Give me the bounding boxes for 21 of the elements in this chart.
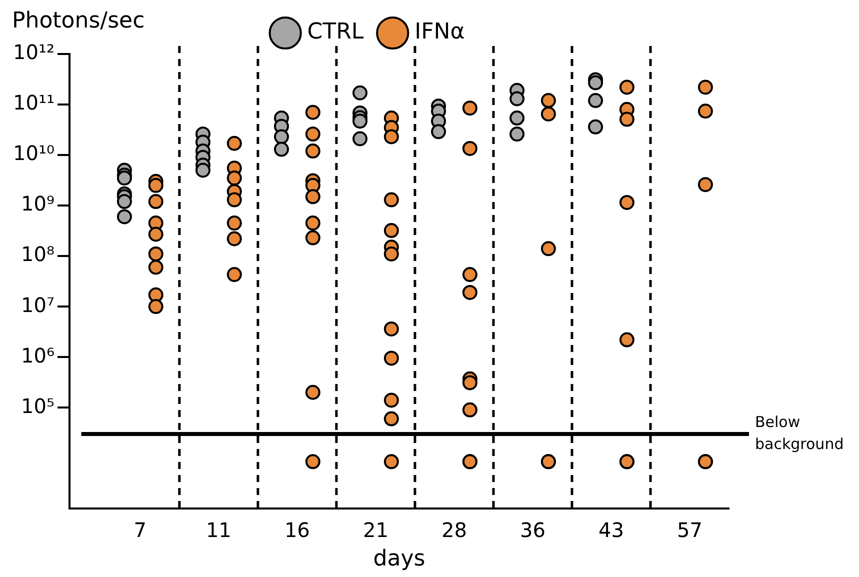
y-tick-label: 10⁸ [21, 242, 54, 266]
x-tick-label: 28 [441, 518, 467, 542]
x-axis-title: days [373, 546, 426, 572]
legend-label: IFNα [414, 20, 465, 45]
x-tick-label: 11 [206, 518, 232, 542]
x-tick-label: 7 [134, 518, 147, 542]
y-tick-label: 10¹¹ [13, 90, 54, 115]
y-tick-label: 10⁵ [21, 394, 54, 418]
ref-line-label: Below background [755, 412, 844, 453]
x-tick-label: 21 [362, 518, 388, 542]
y-axis-title: Photons/sec [12, 8, 145, 34]
x-tick-label: 43 [598, 518, 624, 542]
y-tick-label: 10¹⁰ [13, 141, 54, 166]
y-tick-label: 10⁶ [21, 343, 54, 368]
x-tick-label: 57 [677, 518, 702, 542]
legend-label: CTRL [307, 20, 364, 45]
x-tick-label: 16 [284, 518, 310, 542]
y-tick-label: 10⁷ [21, 292, 54, 317]
x-tick-label: 36 [520, 518, 546, 542]
y-tick-label: 10¹² [13, 40, 54, 64]
y-tick-label: 10⁹ [21, 192, 54, 216]
